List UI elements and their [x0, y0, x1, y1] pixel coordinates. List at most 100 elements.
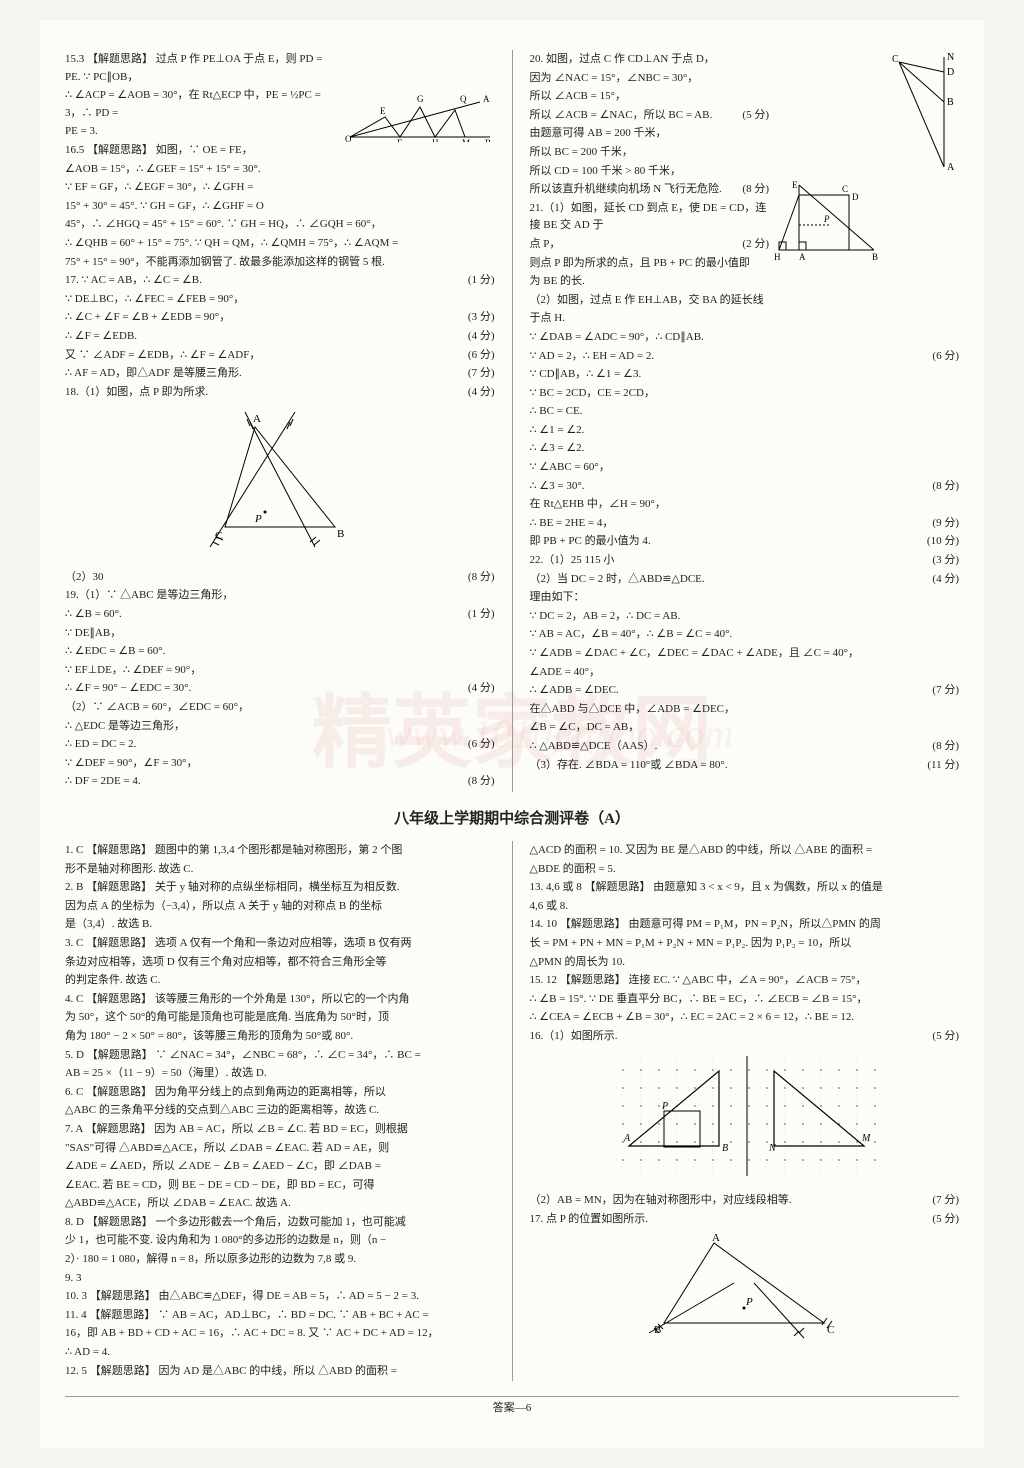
text-line: （3）存在. ∠BDA = 110°或 ∠BDA = 80°.(11 分): [530, 757, 960, 775]
text-line: 14. 10 【解题思路】 由题意可得 PM = P₁M，PN = P₂N，所以…: [530, 916, 960, 934]
line-score: (5 分): [922, 1028, 959, 1046]
text-line: ∴ ∠B = 60°.(1 分): [65, 606, 495, 624]
text-line: 长 = PM + PN + MN = P₁M + P₂N + MN = P₁P₂…: [530, 935, 960, 953]
text-line: 17. 点 P 的位置如图所示.(5 分): [530, 1211, 960, 1229]
text-line: 9. 3: [65, 1270, 495, 1288]
line-score: (8 分): [458, 773, 495, 791]
text-line: ∴ ∠B = 15°. ∵ DE 垂直平分 BC，∴ BE = EC，∴ ∠EC…: [530, 991, 960, 1009]
svg-text:B: B: [947, 97, 954, 108]
line-score: (8 分): [922, 738, 959, 756]
fig-gefhm: G Q A E O F H M B: [345, 92, 495, 149]
text-line: ∴ ∠F = 90° − ∠EDC = 30°.(4 分): [65, 680, 495, 698]
text-line: 13. 4,6 或 8 【解题思路】 由题意知 3 < x < 9，且 x 为偶…: [530, 879, 960, 897]
text-line: 10. 3 【解题思路】 由△ABC≌△DEF，得 DE = AB = 5，∴ …: [65, 1288, 495, 1306]
text-line: （2）如图，过点 E 作 EH⊥AB，交 BA 的延长线: [530, 292, 960, 310]
svg-text:H: H: [432, 138, 439, 142]
text-line: 2. B 【解题思路】 关于 y 轴对称的点纵坐标相同，横坐标互为相反数.: [65, 879, 495, 897]
line-score: (5 分): [732, 107, 769, 125]
svg-text:C: C: [842, 184, 848, 194]
text-line: AB = 25 ×（11 − 9）= 50（海里）. 故选 D.: [65, 1065, 495, 1083]
text-line: 理由如下：: [530, 589, 960, 607]
svg-text:A: A: [712, 1233, 720, 1244]
line-text: 所以 ∠ACB = ∠NAC，所以 BC = AB.: [530, 107, 733, 125]
text-line: ∴ ∠ADB = ∠DEC.(7 分): [530, 682, 960, 700]
text-line: △ABD≌△ACE，所以 ∠DAB = ∠EAC. 故选 A.: [65, 1195, 495, 1213]
svg-text:B: B: [485, 138, 491, 142]
text-line: 在 Rt△EHB 中，∠H = 90°，: [530, 496, 960, 514]
line-text: 17. 点 P 的位置如图所示.: [530, 1211, 923, 1229]
line-text: 又 ∵ ∠ADF = ∠EDB，∴ ∠F = ∠ADF，: [65, 347, 458, 365]
line-text: ∴ △ABD≌△DCE（AAS）.: [530, 738, 923, 756]
text-line: 22.（1）25 115 小(3 分): [530, 552, 960, 570]
text-line: 是（3,4）. 故选 B.: [65, 916, 495, 934]
line-text: ∴ ∠F = 90° − ∠EDC = 30°.: [65, 680, 458, 698]
text-line: 11. 4 【解题思路】 ∵ AB = AC，AD⊥BC，∴ BD = DC. …: [65, 1307, 495, 1325]
bottom-right-lines: △ACD 的面积 = 10. 又因为 BE 是△ABD 的中线，所以 △ABE …: [530, 842, 960, 1046]
text-line: △PMN 的周长为 10.: [530, 954, 960, 972]
line-score: (3 分): [922, 552, 959, 570]
text-line: ∵ ∠ADB = ∠DAC + ∠C，∠DEC = ∠DAC + ∠ADE，且 …: [530, 645, 960, 663]
svg-text:M: M: [462, 138, 470, 142]
text-line: 条边对应相等，选项 D 仅有三个角对应相等，都不符合三角形全等: [65, 954, 495, 972]
text-line: ∵ EF = GF，∴ ∠EGF = 30°，∴ ∠GFH =: [65, 179, 495, 197]
line-score: (3 分): [458, 309, 495, 327]
text-line: ∴ ∠F = ∠EDB.(4 分): [65, 328, 495, 346]
svg-text:B: B: [722, 1143, 728, 1154]
text-line: ∵ ∠ABC = 60°，: [530, 459, 960, 477]
text-line: 16，即 AB + BD + CD + AC = 16，∴ AC + DC = …: [65, 1325, 495, 1343]
text-line: 为 50°，这个 50°的角可能是顶角也可能是底角. 当底角为 50°时，顶: [65, 1009, 495, 1027]
text-line: ∠EAC. 若 BE = CD，则 BE − DE = CD − DE，即 BD…: [65, 1177, 495, 1195]
text-line: ∵ AD = 2，∴ EH = AD = 2.(6 分): [530, 348, 960, 366]
svg-text:A: A: [483, 94, 490, 104]
line-text: 22.（1）25 115 小: [530, 552, 923, 570]
text-line: 45°，∴ ∠HGQ = 45° + 15° = 60°. ∵ GH = HQ，…: [65, 216, 495, 234]
text-line: 75° + 15° = 90°，不能再添加钢管了. 故最多能添加这样的钢管 5 …: [65, 254, 495, 272]
svg-text:O: O: [345, 134, 352, 142]
text-line: ∴ ∠EDC = ∠B = 60°.: [65, 643, 495, 661]
text-line: ∵ DC = 2，AB = 2，∴ DC = AB.: [530, 608, 960, 626]
svg-text:A: A: [799, 252, 806, 262]
page: 精英家教网 www.1010jiajiao.com G Q A E O F H …: [40, 20, 984, 1448]
text-line: ∴ ∠C + ∠F = ∠B + ∠EDB = 90°，(3 分): [65, 309, 495, 327]
text-line: 又 ∵ ∠ADF = ∠EDB，∴ ∠F = ∠ADF，(6 分): [65, 347, 495, 365]
line-text: 17. ∵ AC = AB，∴ ∠C = ∠B.: [65, 272, 458, 290]
text-line: 的判定条件. 故选 C.: [65, 972, 495, 990]
text-line: 15.3 【解题思路】 过点 P 作 PE⊥OA 于点 E，则 PD = PE.…: [65, 51, 495, 86]
text-line: ∴ △EDC 是等边三角形，: [65, 718, 495, 736]
text-line: 所以 ∠ACB = ∠NAC，所以 BC = AB.(5 分): [530, 107, 770, 125]
text-line: "SAS"可得 △ABD≌△ACE，所以 ∠DAB = ∠EAC. 若 AD =…: [65, 1140, 495, 1158]
text-line: △BDE 的面积 = 5.: [530, 861, 960, 879]
bottom-columns: 1. C 【解题思路】 题图中的第 1,3,4 个图形都是轴对称图形，第 2 个…: [65, 841, 959, 1381]
text-line: 3. C 【解题思路】 选项 A 仅有一个角和一条边对应相等，选项 B 仅有两: [65, 935, 495, 953]
line-text: （2）当 DC = 2 时，△ABD≌△DCE.: [530, 571, 923, 589]
text-line: （2）30(8 分): [65, 569, 495, 587]
line-text: ∴ BE = 2HE = 4，: [530, 515, 923, 533]
line-text: ∴ ∠C + ∠F = ∠B + ∠EDB = 90°，: [65, 309, 458, 327]
text-line: ∴ BE = 2HE = 4，(9 分): [530, 515, 960, 533]
text-line: （2）当 DC = 2 时，△ABD≌△DCE.(4 分): [530, 571, 960, 589]
line-score: (7 分): [458, 365, 495, 383]
line-text: 16.（1）如图所示.: [530, 1028, 923, 1046]
line-score: (2 分): [732, 236, 769, 254]
svg-text:G: G: [417, 94, 424, 104]
text-line: 2）· 180 = 1 080，解得 n = 8，所以原多边形的边数为 7,8 …: [65, 1251, 495, 1269]
line-text: ∵ AD = 2，∴ EH = AD = 2.: [530, 348, 923, 366]
text-line: 17. ∵ AC = AB，∴ ∠C = ∠B.(1 分): [65, 272, 495, 290]
text-line: 为 BE 的长.: [530, 273, 960, 291]
svg-text:Q: Q: [460, 94, 467, 104]
text-line: （2）∵ ∠ACB = 60°，∠EDC = 60°，: [65, 699, 495, 717]
text-line: ∴ ED = DC = 2.(6 分): [65, 736, 495, 754]
line-score: (4 分): [922, 571, 959, 589]
svg-text:H: H: [774, 252, 781, 262]
text-line: 4. C 【解题思路】 该等腰三角形的一个外角是 130°，所以它的一个内角: [65, 991, 495, 1009]
svg-text:C: C: [827, 1324, 834, 1336]
line-score: (4 分): [458, 328, 495, 346]
line-text: 即 PB + PC 的最小值为 4.: [530, 533, 917, 551]
text-line: △ACD 的面积 = 10. 又因为 BE 是△ABD 的中线，所以 △ABE …: [530, 842, 960, 860]
text-line: ∴ ∠1 = ∠2.: [530, 422, 960, 440]
text-line: 15° + 30° = 45°. ∵ GH = GF，∴ ∠GHF = O: [65, 198, 495, 216]
text-line: ∵ AB = AC，∠B = 40°，∴ ∠B = ∠C = 40°.: [530, 626, 960, 644]
bottom-right-after: （2）AB = MN，因为在轴对称图形中，对应线段相等.(7 分)17. 点 P…: [530, 1192, 960, 1228]
line-score: (1 分): [458, 272, 495, 290]
svg-text:N: N: [768, 1143, 777, 1154]
